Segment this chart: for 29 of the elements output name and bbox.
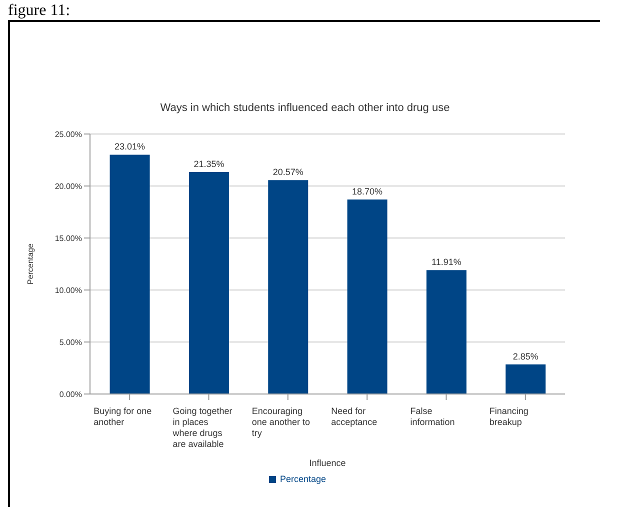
x-axis-title: Influence (309, 458, 346, 468)
y-tick-label: 10.00% (54, 286, 82, 295)
text: 23.01% (114, 142, 146, 152)
caption: figure 11: (8, 2, 72, 20)
y-tick-label: 5.00% (59, 338, 82, 347)
x-tick-label: Going together in places where drugs are available (172, 406, 232, 449)
x-tick-label: Buying for one another (94, 406, 152, 427)
y-tick-label: 0.00% (59, 390, 82, 399)
y-tick-label: 15.00% (54, 234, 82, 243)
text: 18.70% (352, 186, 383, 197)
bar (110, 154, 150, 394)
bar (426, 270, 466, 394)
x-tick-label: False information (410, 406, 455, 427)
x-tick-label: Financing breakup (489, 406, 528, 427)
bar (347, 200, 388, 394)
bar (268, 180, 308, 394)
x-tick-label: Need for acceptance (331, 406, 378, 427)
text: 21.35% (194, 158, 224, 169)
y-axis-title: Percentage (26, 242, 35, 284)
legend-label: Percentage (280, 474, 326, 484)
x-tick-label: Encouraging one another to try (252, 406, 310, 438)
text: 11.91% (432, 257, 462, 268)
text: 20.57% (272, 167, 304, 178)
chart-title: Ways in which students influenced each other into drug use (159, 102, 451, 114)
text: 2.85% (512, 351, 538, 362)
y-tick-label: 20.00% (54, 182, 82, 191)
bar (188, 172, 229, 394)
bar (506, 364, 546, 394)
y-tick-label: 25.00% (54, 130, 82, 139)
